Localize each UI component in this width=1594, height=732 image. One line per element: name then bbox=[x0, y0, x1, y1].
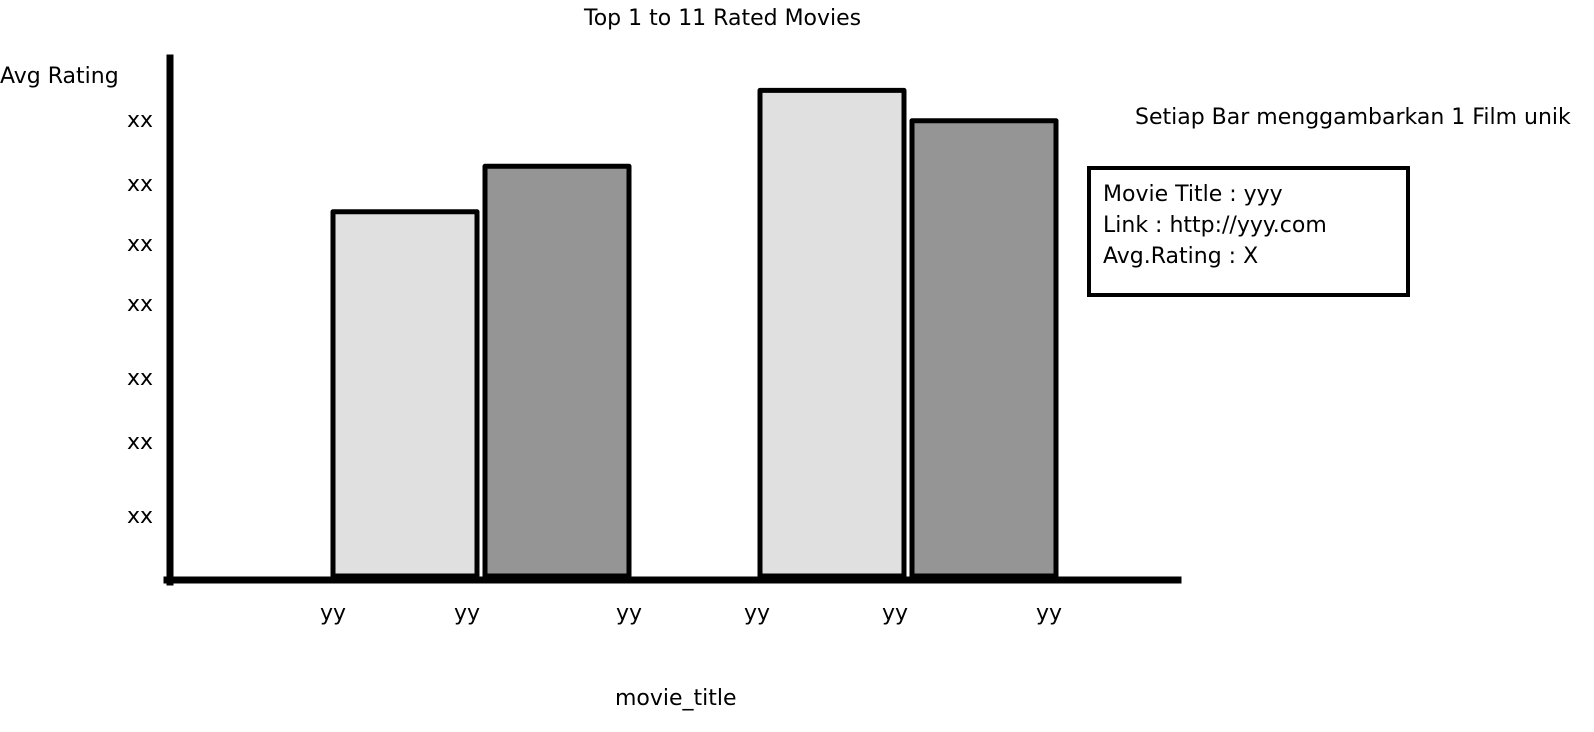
y-tick-label: xx bbox=[127, 430, 154, 455]
y-tick-label: xx bbox=[127, 292, 154, 317]
y-tick-label: xx bbox=[127, 504, 154, 529]
chart-title: Top 1 to 11 Rated Movies bbox=[584, 6, 862, 31]
bar bbox=[482, 163, 632, 579]
x-axis-label: movie_title bbox=[615, 686, 737, 711]
bar bbox=[909, 118, 1059, 579]
y-tick-label: xx bbox=[127, 172, 154, 197]
bar bbox=[757, 87, 907, 579]
y-tick-label: xx bbox=[127, 232, 154, 257]
y-axis-label: Avg Rating bbox=[0, 64, 119, 89]
x-tick-label: yy bbox=[1036, 601, 1063, 626]
x-tick-label: yy bbox=[882, 601, 909, 626]
annotation-note: Setiap Bar menggambarkan 1 Film unik bbox=[1135, 105, 1571, 130]
tooltip-link: Link : http://yyy.com bbox=[1103, 213, 1327, 238]
y-tick-label: xx bbox=[127, 108, 154, 133]
tooltip-avg-rating: Avg.Rating : X bbox=[1103, 244, 1259, 269]
x-tick-label: yy bbox=[320, 601, 347, 626]
tooltip-box: Movie Title : yyy Link : http://yyy.com … bbox=[1087, 166, 1410, 297]
tooltip-movie-title: Movie Title : yyy bbox=[1103, 182, 1283, 207]
x-tick-label: yy bbox=[744, 601, 771, 626]
x-tick-label: yy bbox=[616, 601, 643, 626]
bar bbox=[330, 209, 480, 579]
x-tick-label: yy bbox=[454, 601, 481, 626]
y-tick-label: xx bbox=[127, 366, 154, 391]
bars-layer bbox=[330, 87, 1059, 579]
